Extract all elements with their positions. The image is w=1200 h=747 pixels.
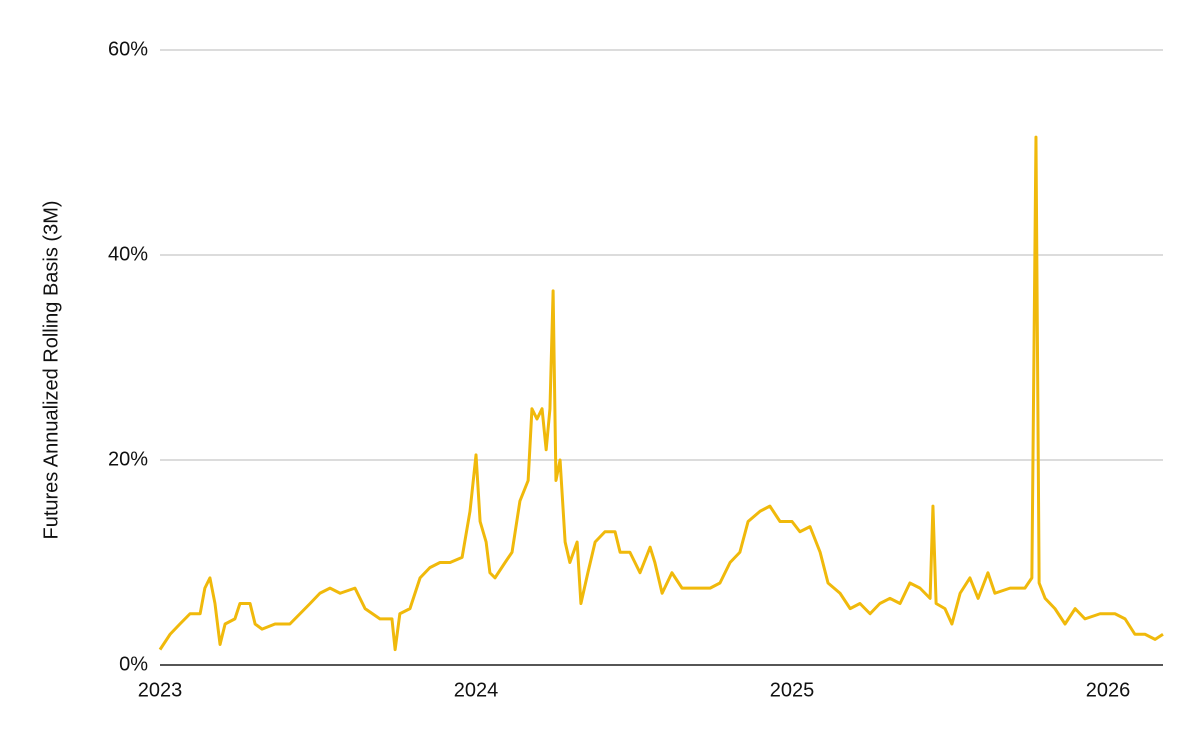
data-line [158,135,1164,652]
x-tick-label: 2025 [770,679,815,701]
y-tick-label: 0% [119,653,148,675]
x-tick-label: 2026 [1086,679,1131,701]
x-tick-label: 2024 [454,679,499,701]
y-tick-label: 40% [108,243,148,265]
y-axis-label: Futures Annualized Rolling Basis (3M) [40,200,62,539]
y-tick-label: 60% [108,38,148,60]
y-tick-label: 20% [108,448,148,470]
x-tick-label: 2023 [138,679,183,701]
